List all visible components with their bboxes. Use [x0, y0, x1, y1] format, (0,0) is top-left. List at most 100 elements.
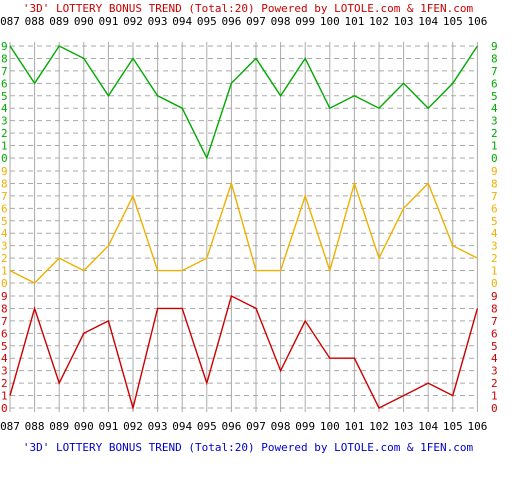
x-tick-label: 096 — [221, 15, 241, 28]
x-tick-label: 099 — [295, 420, 315, 433]
y-tick-label: 7 — [491, 65, 498, 78]
x-tick-label: 103 — [394, 15, 414, 28]
y-tick-label: 8 — [491, 177, 498, 190]
y-tick-label: 4 — [491, 227, 498, 240]
x-axis-labels-top: 087 088 089 090 091 092 093 094 095 096 097 098 099 1… — [0, 15, 487, 28]
y-tick-label: 5 — [491, 215, 498, 228]
y-tick-label: 9 — [1, 40, 8, 53]
x-tick-label: 089 — [49, 420, 69, 433]
series-line — [9, 181, 478, 284]
y-tick-label: 7 — [1, 190, 8, 203]
x-tick-label: 098 — [271, 420, 291, 433]
y-tick-label: 3 — [1, 365, 8, 378]
y-tick-label: 8 — [1, 177, 8, 190]
series-line — [9, 294, 479, 411]
x-tick-label: 104 — [418, 420, 438, 433]
x-tick-label: 091 — [98, 420, 118, 433]
x-tick-label: 090 — [74, 420, 94, 433]
x-tick-label: 105 — [443, 420, 463, 433]
y-tick-label: 6 — [1, 327, 8, 340]
y-tick-label: 0 — [1, 402, 8, 415]
y-tick-label: 4 — [491, 102, 498, 115]
y-tick-label: 3 — [491, 115, 498, 128]
x-tick-label: 101 — [344, 15, 364, 28]
x-tick-label: 099 — [295, 15, 315, 28]
y-tick-label: 7 — [491, 315, 498, 328]
y-tick-label: 0 — [491, 277, 498, 290]
y-tick-label: 8 — [1, 52, 8, 65]
x-tick-label: 100 — [320, 15, 340, 28]
y-tick-label: 7 — [491, 190, 498, 203]
y-tick-label: 0 — [491, 152, 498, 165]
y-tick-label: 9 — [491, 290, 498, 303]
x-tick-label: 088 — [25, 15, 45, 28]
y-tick-label: 6 — [491, 202, 498, 215]
y-tick-label: 2 — [491, 377, 498, 390]
y-tick-label: 5 — [1, 90, 8, 103]
y-tick-label: 0 — [1, 152, 8, 165]
x-tick-label: 087 — [0, 15, 20, 28]
y-tick-label: 6 — [1, 77, 8, 90]
x-tick-label: 092 — [123, 420, 143, 433]
y-tick-label: 5 — [491, 90, 498, 103]
y-tick-label: 3 — [491, 365, 498, 378]
y-tick-label: 0 — [1, 277, 8, 290]
y-tick-label: 8 — [1, 302, 8, 315]
x-tick-label: 103 — [394, 420, 414, 433]
y-tick-label: 2 — [1, 377, 8, 390]
y-tick-label: 7 — [1, 315, 8, 328]
y-tick-label: 1 — [1, 390, 8, 403]
y-tick-label: 3 — [1, 240, 8, 253]
x-tick-label: 091 — [98, 15, 118, 28]
y-tick-label: 9 — [1, 165, 8, 178]
y-tick-label: 1 — [491, 140, 498, 153]
y-tick-label: 6 — [1, 202, 8, 215]
y-tick-label: 8 — [491, 302, 498, 315]
y-tick-label: 9 — [491, 165, 498, 178]
chart-title-top: '3D' LOTTERY BONUS TREND (Total:20) Powe… — [23, 2, 474, 15]
x-tick-label: 097 — [246, 420, 266, 433]
y-tick-label: 1 — [1, 140, 8, 153]
y-tick-label: 9 — [491, 40, 498, 53]
x-tick-label: 105 — [443, 15, 463, 28]
x-tick-label: 092 — [123, 15, 143, 28]
x-tick-label: 104 — [418, 15, 438, 28]
y-tick-label: 9 — [1, 290, 8, 303]
y-tick-label: 5 — [1, 215, 8, 228]
y-tick-label: 6 — [491, 327, 498, 340]
x-tick-label: 101 — [344, 420, 364, 433]
y-tick-label: 2 — [491, 127, 498, 140]
y-tick-label: 2 — [1, 127, 8, 140]
x-tick-label: 106 — [467, 420, 487, 433]
series-lines — [9, 45, 479, 411]
y-tick-label: 4 — [491, 352, 498, 365]
y-tick-label: 3 — [1, 115, 8, 128]
x-tick-label: 100 — [320, 420, 340, 433]
series-line — [9, 45, 478, 160]
y-tick-label: 3 — [491, 240, 498, 253]
x-tick-label: 106 — [467, 15, 487, 28]
y-tick-label: 1 — [491, 265, 498, 278]
x-tick-label: 090 — [74, 15, 94, 28]
chart-grid — [9, 42, 478, 412]
y-tick-label: 5 — [491, 340, 498, 353]
y-tick-label: 5 — [1, 340, 8, 353]
x-tick-label: 098 — [271, 15, 291, 28]
x-axis-labels-bottom: 087 088 089 090 091 092 093 094 095 096 097 098 099 1… — [0, 420, 487, 433]
x-tick-label: 088 — [25, 420, 45, 433]
x-tick-label: 096 — [221, 420, 241, 433]
y-tick-label: 6 — [491, 77, 498, 90]
y-tick-label: 0 — [491, 402, 498, 415]
y-tick-label: 2 — [1, 252, 8, 265]
y-tick-label: 1 — [1, 265, 8, 278]
x-tick-label: 089 — [49, 15, 69, 28]
x-tick-label: 093 — [148, 420, 168, 433]
x-tick-label: 095 — [197, 420, 217, 433]
y-tick-label: 7 — [1, 65, 8, 78]
y-tick-label: 8 — [491, 52, 498, 65]
x-tick-label: 093 — [148, 15, 168, 28]
y-tick-label: 4 — [1, 352, 8, 365]
y-tick-label: 2 — [491, 252, 498, 265]
